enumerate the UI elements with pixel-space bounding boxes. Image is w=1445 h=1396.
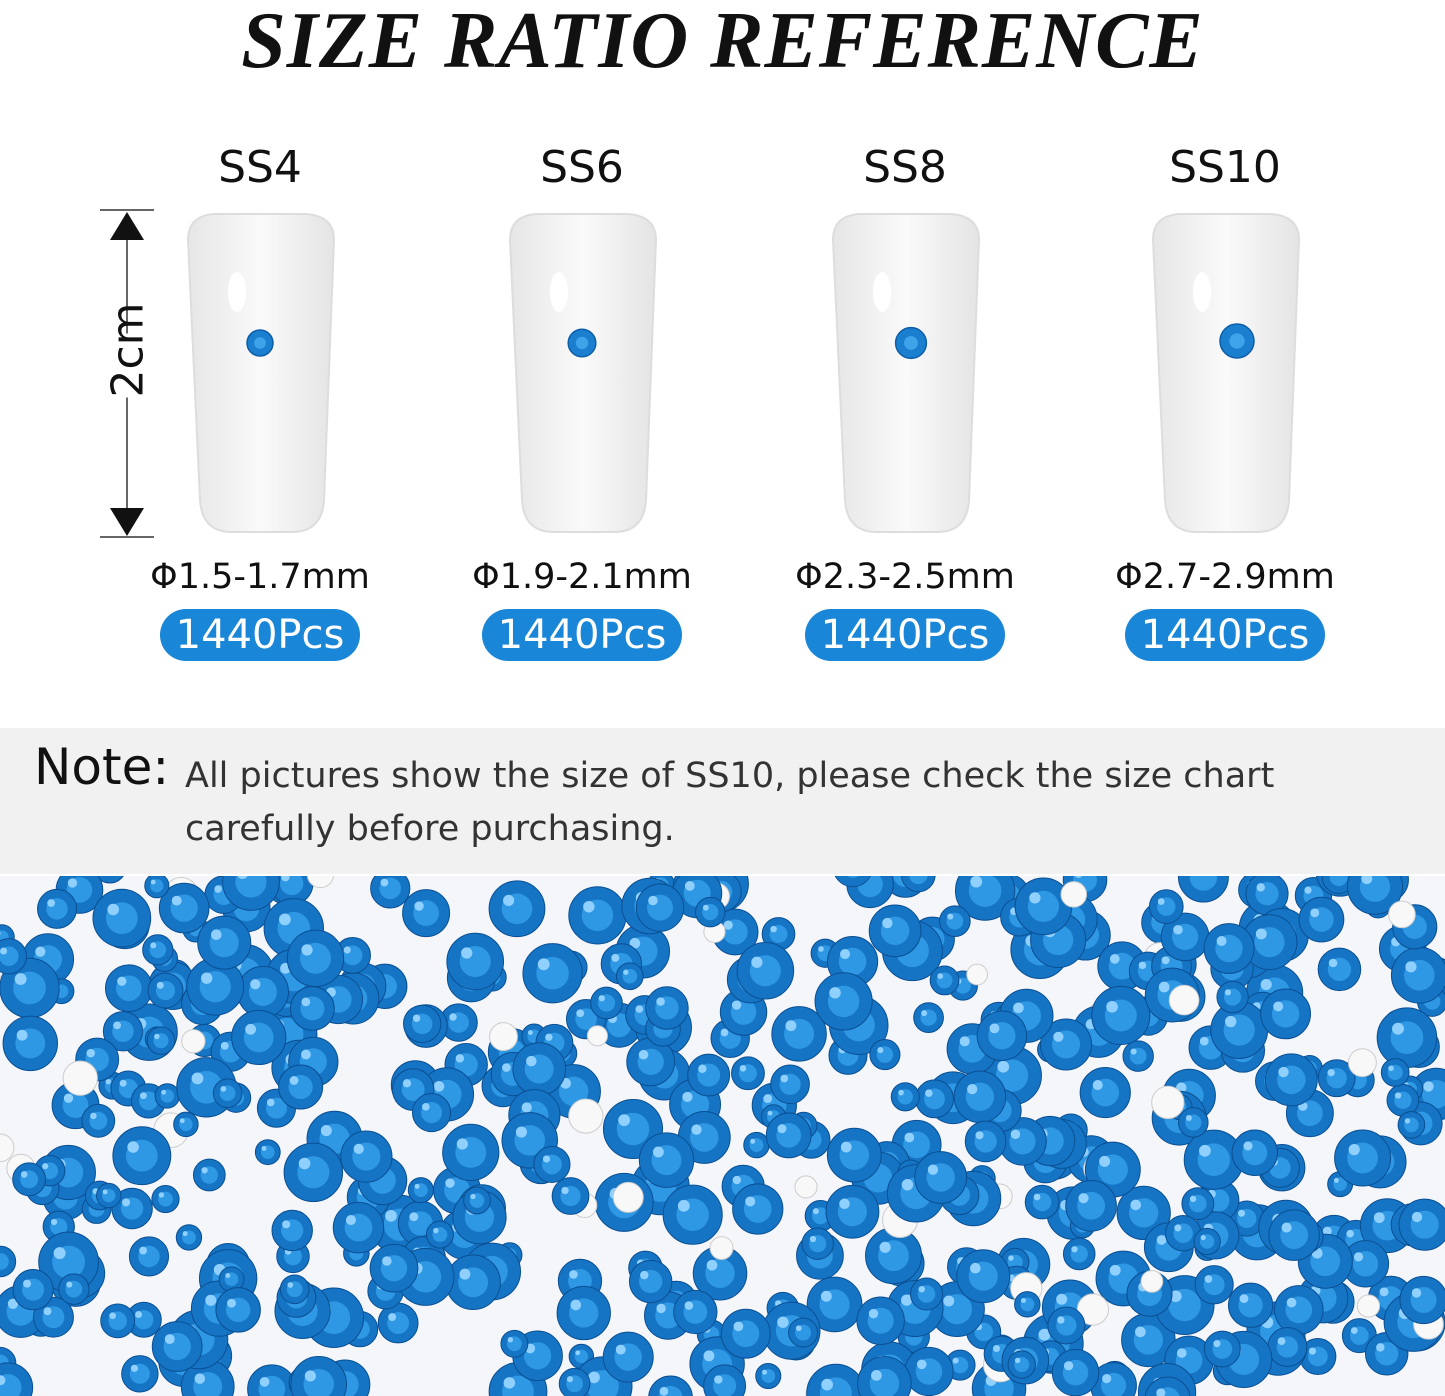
diameter-label: Φ1.5-1.7mm <box>150 557 370 597</box>
nail-tip <box>174 210 346 535</box>
count-badge: 1440Pcs <box>159 609 361 661</box>
page-title: SIZE RATIO REFERENCE <box>241 0 1204 85</box>
size-name: SS6 <box>540 142 624 193</box>
note-label: Note: <box>34 738 170 796</box>
note-text: All pictures show the size of SS10, plea… <box>185 756 1275 849</box>
count-badge: 1440Pcs <box>481 609 683 661</box>
diameter-label: Φ2.7-2.9mm <box>1115 557 1335 597</box>
diameter-label: Φ2.3-2.5mm <box>795 557 1015 597</box>
diameter-label: Φ1.9-2.1mm <box>472 557 692 597</box>
size-column: SS6 Φ1.9-2.1mm 1440Pcs <box>422 140 742 661</box>
size-column: SS4 Φ1.5-1.7mm 1440Pcs <box>100 140 420 661</box>
count-badge: 1440Pcs <box>1124 609 1326 661</box>
size-name: SS8 <box>863 142 947 193</box>
count-badge: 1440Pcs <box>804 609 1006 661</box>
rhinestones-photo <box>0 876 1445 1396</box>
nail-tip <box>496 210 668 535</box>
size-name: SS10 <box>1169 142 1281 193</box>
size-name: SS4 <box>218 142 302 193</box>
size-column: SS10 Φ2.7-2.9mm 1440Pcs <box>1065 140 1385 661</box>
size-column: SS8 Φ2.3-2.5mm 1440Pcs <box>745 140 1065 661</box>
note-band: Note: All pictures show the size of SS10… <box>0 728 1445 874</box>
nail-tip <box>819 210 991 535</box>
nail-tip <box>1139 210 1311 535</box>
